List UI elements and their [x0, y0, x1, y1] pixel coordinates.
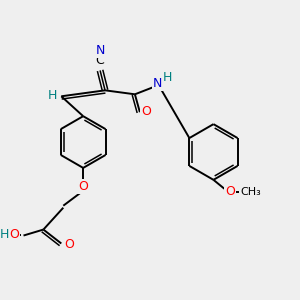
Text: O: O [10, 228, 20, 241]
Text: O: O [78, 180, 88, 193]
Text: H: H [48, 89, 57, 102]
Text: C: C [96, 54, 104, 67]
Text: N: N [153, 77, 163, 90]
Text: CH₃: CH₃ [240, 187, 261, 197]
Text: H: H [163, 71, 172, 84]
Text: O: O [64, 238, 74, 251]
Text: H: H [0, 228, 9, 241]
Text: O: O [141, 105, 151, 118]
Text: N: N [95, 44, 105, 57]
Text: O: O [225, 185, 235, 198]
